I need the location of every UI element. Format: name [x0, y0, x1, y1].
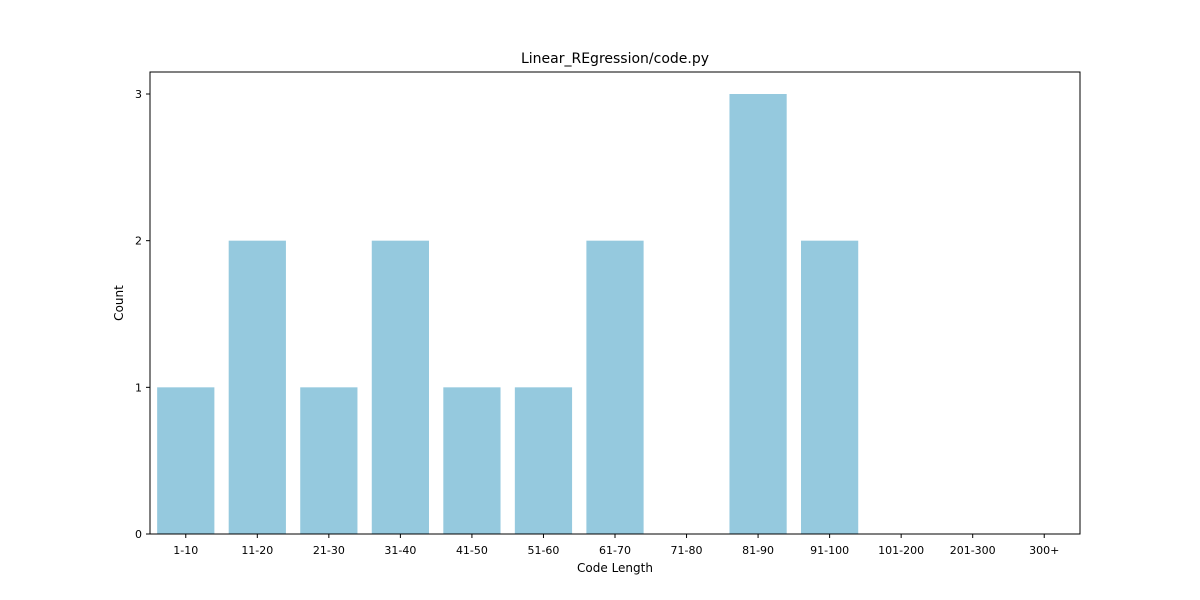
x-tick-label: 41-50	[456, 544, 488, 557]
bar-1-10	[157, 387, 215, 534]
y-axis-label: Count	[112, 285, 126, 321]
axes-frame	[149, 71, 1081, 535]
x-tick-label: 81-90	[742, 544, 774, 557]
y-tick-label: 1	[135, 381, 142, 394]
bar-91-100	[801, 240, 859, 534]
x-axis-label: Code Length	[577, 561, 653, 575]
bar-21-30	[300, 387, 358, 534]
x-tick-label: 31-40	[384, 544, 416, 557]
bar-11-20	[228, 240, 286, 534]
x-tick-label: 61-70	[599, 544, 631, 557]
x-tick-label: 300+	[1029, 544, 1059, 557]
y-tick-label: 3	[135, 88, 142, 101]
bar-51-60	[514, 387, 573, 534]
bar-31-40	[371, 240, 429, 534]
bar-41-50	[443, 387, 501, 534]
x-tick-label: 201-300	[950, 544, 996, 557]
bar-81-90	[729, 94, 787, 534]
x-tick-label: 1-10	[173, 544, 198, 557]
x-tick-label: 51-60	[527, 544, 559, 557]
x-tick-label: 91-100	[810, 544, 849, 557]
bar-61-70	[586, 240, 644, 534]
y-tick-label: 0	[135, 528, 142, 541]
x-tick-label: 101-200	[878, 544, 924, 557]
x-tick-label: 11-20	[241, 544, 273, 557]
y-tick-label: 2	[135, 235, 142, 248]
x-tick-label: 21-30	[313, 544, 345, 557]
x-tick-label: 71-80	[671, 544, 703, 557]
plot-area: 1-10 11-20 21-30 31-40 41-50 51-60 61-70 71-80 8…	[135, 88, 1059, 557]
chart-title: Linear_REgression/code.py	[521, 51, 709, 67]
